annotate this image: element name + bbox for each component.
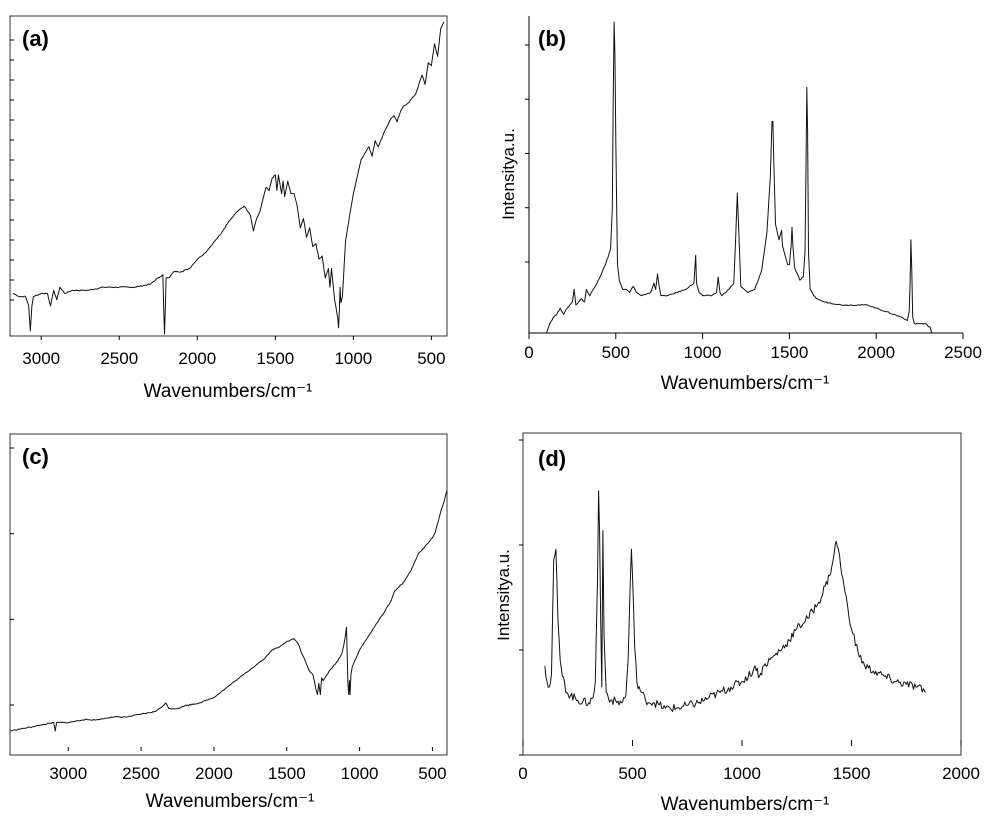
panel-d-xticks: 0 500 1000 1500 2000 [518, 740, 980, 783]
panel-a-yticks [10, 39, 14, 301]
panel-c-xtick-label: 500 [418, 764, 446, 783]
panel-a-xtick-label: 2500 [100, 349, 138, 368]
panel-c-label: (c) [22, 444, 49, 469]
panel-b-xtick-label: 1000 [684, 343, 722, 362]
panel-b-label: (b) [538, 26, 566, 51]
panel-a-frame [9, 15, 448, 337]
panel-a-xtick-label: 1000 [334, 349, 372, 368]
panel-a-xtick-label: 500 [417, 349, 445, 368]
panel-a-spectrum-line [12, 21, 445, 335]
panel-a-xtick-label: 2000 [178, 349, 216, 368]
panel-a-x-axis-label: Wavenumbers/cm⁻¹ [144, 381, 313, 402]
panel-b-yticks [525, 44, 529, 263]
panel-d-frame [522, 432, 962, 756]
panel-c: 3000 2500 2000 1500 1000 500 (c) Wavenumbers/… [9, 433, 448, 812]
panel-a-label: (a) [22, 26, 49, 51]
panel-c-frame [9, 433, 448, 756]
panel-b-xtick-label: 2500 [944, 343, 982, 362]
panel-d-xtick-label: 1500 [833, 764, 871, 783]
panel-d-yticks [519, 439, 523, 756]
panel-d-xtick-label: 0 [518, 764, 527, 783]
panel-b-xtick-label: 1500 [770, 343, 808, 362]
panel-c-yticks [10, 447, 14, 706]
panel-d-xtick-label: 1000 [723, 764, 761, 783]
panel-c-xtick-label: 2500 [122, 764, 160, 783]
panel-b: 0 500 1000 1500 2000 2500 (b) Wavenumbers/cm⁻… [499, 16, 982, 394]
panel-c-xticks: 3000 2500 2000 1500 1000 500 [49, 747, 447, 783]
panel-c-xtick-label: 1500 [268, 764, 306, 783]
panel-c-spectrum-line [9, 490, 448, 732]
panel-d: 0 500 1000 1500 2000 (d) Wavenumbers/cm⁻¹ In… [494, 432, 980, 815]
panel-a: 3000 2500 2000 1500 1000 500 (a) Wavenumbers/… [9, 15, 448, 402]
panel-d-label: (d) [538, 446, 566, 471]
panel-c-xtick-label: 2000 [195, 764, 233, 783]
panel-d-y-axis-label: Intensitya.u. [494, 549, 513, 641]
panel-b-spectrum-line [545, 21, 933, 334]
panel-c-xtick-label: 1000 [341, 764, 379, 783]
panel-b-xtick-label: 2000 [857, 343, 895, 362]
panel-b-y-axis-label: Intensitya.u. [499, 128, 518, 220]
panel-b-xtick-label: 0 [524, 343, 533, 362]
panel-b-xticks: 0 500 1000 1500 2000 2500 [524, 333, 982, 362]
panel-d-xtick-label: 2000 [942, 764, 980, 783]
panel-d-x-axis-label: Wavenumbers/cm⁻¹ [661, 794, 830, 815]
panel-d-spectrum-line [544, 490, 927, 712]
panel-b-xtick-label: 500 [602, 343, 630, 362]
panel-b-x-axis-label: Wavenumbers/cm⁻¹ [661, 373, 830, 394]
panel-a-xtick-label: 1500 [256, 349, 294, 368]
panel-d-xtick-label: 500 [618, 764, 646, 783]
panel-a-xticks: 3000 2500 2000 1500 1000 500 [22, 336, 446, 368]
panel-c-x-axis-label: Wavenumbers/cm⁻¹ [146, 791, 315, 812]
panel-c-xtick-label: 3000 [49, 764, 87, 783]
panel-a-xtick-label: 3000 [22, 349, 60, 368]
